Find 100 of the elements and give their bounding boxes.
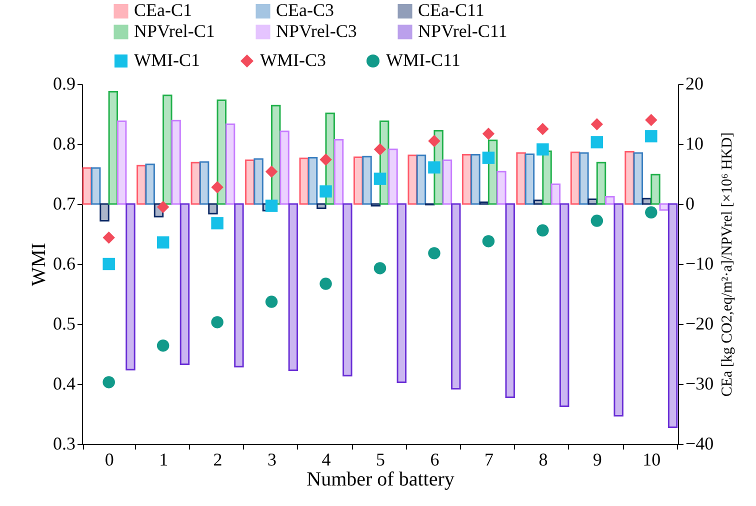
y-tick-label: 0.5 <box>53 314 76 334</box>
bar <box>559 203 570 407</box>
point <box>482 128 495 140</box>
bar <box>470 154 480 205</box>
point <box>482 152 495 164</box>
y-tick-label: 0.6 <box>53 254 76 274</box>
y2-tick-label: 20 <box>686 74 704 94</box>
y-tick-label: 0.8 <box>53 134 76 154</box>
point <box>590 214 604 227</box>
bar <box>451 203 461 390</box>
bar <box>624 151 634 205</box>
point <box>211 181 224 194</box>
bar <box>100 203 110 222</box>
bar <box>342 203 352 376</box>
y2-tick-label: 0 <box>686 194 694 214</box>
x-tick-label: 8 <box>538 450 548 470</box>
legend-label: NPVrel-C1 <box>134 21 215 41</box>
x-tick-label: 3 <box>268 450 277 470</box>
bar <box>579 152 589 205</box>
x-tick-label: 5 <box>376 450 385 470</box>
point <box>320 153 332 166</box>
bar <box>588 198 598 205</box>
y2-tick-label: −30 <box>686 374 714 394</box>
bar <box>516 152 526 205</box>
legend-label: CEa-C11 <box>418 0 484 20</box>
bar <box>162 94 172 205</box>
point <box>156 236 170 249</box>
y2-tick-label: 10 <box>686 134 704 154</box>
legend-label: WMI-C11 <box>386 50 460 70</box>
y2-axis-title: CEa [kg CO2,eq/m²·a]/NPVrel [×10⁶ HKD] <box>720 132 736 397</box>
bar <box>505 203 515 398</box>
point <box>102 258 115 270</box>
bar <box>650 174 660 205</box>
y2-tick-label: −10 <box>686 254 714 274</box>
x-tick-label: 9 <box>592 450 602 470</box>
bar <box>116 120 127 205</box>
legend-label: NPVrel-C3 <box>276 21 357 41</box>
bar <box>659 203 670 211</box>
point <box>590 118 604 130</box>
point <box>320 185 332 198</box>
bar <box>534 200 544 205</box>
bar <box>524 153 535 205</box>
x-tick-label: 10 <box>642 450 661 470</box>
bar <box>542 150 552 205</box>
bar <box>596 162 606 205</box>
bar <box>550 183 561 205</box>
point <box>428 161 440 174</box>
y-tick-label: 0.9 <box>53 74 76 94</box>
point <box>374 172 386 185</box>
bar <box>126 203 136 370</box>
bar <box>288 203 298 371</box>
point <box>536 122 549 136</box>
point <box>374 262 386 274</box>
x-tick-label: 2 <box>213 450 222 470</box>
bar <box>442 159 452 205</box>
bar <box>396 203 407 383</box>
bar <box>171 120 181 205</box>
bar <box>280 130 290 205</box>
y-axis-title: WMI <box>28 242 50 286</box>
legend-label: WMI-C3 <box>260 50 326 70</box>
point <box>482 235 495 248</box>
point <box>156 339 170 352</box>
bar <box>388 148 398 205</box>
x-tick-label: 6 <box>430 450 440 470</box>
bar <box>254 158 264 205</box>
point <box>265 200 278 212</box>
x-tick-label: 7 <box>484 450 494 470</box>
bar <box>614 203 624 417</box>
point <box>265 165 278 178</box>
bar <box>90 167 101 205</box>
bar <box>180 203 190 365</box>
point <box>102 231 115 244</box>
point <box>536 143 549 156</box>
point <box>102 376 115 388</box>
point <box>211 316 224 328</box>
legend-label: NPVrel-C11 <box>418 21 508 41</box>
y-tick-label: 0.7 <box>53 194 76 214</box>
bar <box>225 123 236 205</box>
bar <box>362 156 372 205</box>
bar <box>642 198 652 205</box>
x-axis-title: Number of battery <box>306 468 454 490</box>
point <box>320 278 332 290</box>
bar <box>308 157 318 205</box>
bar <box>108 91 118 205</box>
point <box>645 130 658 142</box>
point <box>645 114 658 126</box>
bar <box>199 161 210 205</box>
bar <box>208 203 218 214</box>
x-tick-label: 4 <box>322 450 331 470</box>
x-tick-label: 1 <box>159 450 168 470</box>
bar <box>416 154 426 205</box>
y-tick-label: 0.3 <box>53 434 76 454</box>
y2-tick-label: −20 <box>686 314 714 334</box>
y2-tick-label: −40 <box>686 434 714 454</box>
bar <box>145 164 155 205</box>
point <box>645 206 658 219</box>
bar <box>496 170 506 205</box>
bar <box>408 154 418 205</box>
point <box>211 217 224 230</box>
x-tick-label: 0 <box>104 450 114 470</box>
